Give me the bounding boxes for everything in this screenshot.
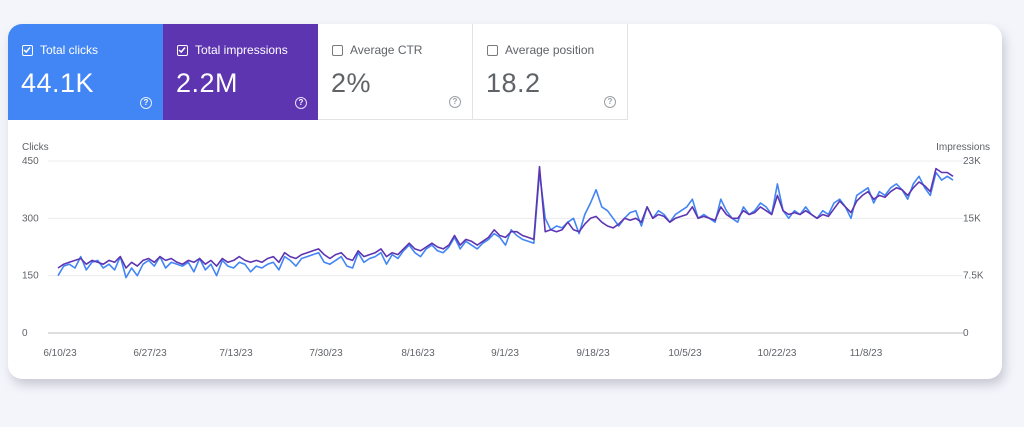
- checkbox-checked-icon[interactable]: [177, 45, 188, 56]
- right-tick-label: 7.5K: [963, 271, 984, 282]
- metric-average-ctr[interactable]: Average CTR 2% ?: [318, 24, 473, 120]
- checkbox-unchecked-icon[interactable]: [332, 45, 343, 56]
- help-icon[interactable]: ?: [449, 96, 461, 108]
- right-tick-label: 0: [963, 328, 969, 339]
- x-tick-label: 10/5/23: [668, 348, 702, 359]
- help-icon[interactable]: ?: [295, 97, 307, 109]
- metric-tabs: Total clicks 44.1K ? Total impressions 2…: [8, 24, 628, 120]
- series-line-total-impressions: [57, 165, 954, 269]
- metric-total-impressions[interactable]: Total impressions 2.2M ?: [163, 24, 318, 120]
- metric-label: Total clicks: [40, 43, 99, 57]
- right-axis-label: Impressions: [936, 142, 990, 153]
- metric-value: 44.1K: [21, 68, 95, 98]
- metric-label: Total impressions: [195, 43, 288, 57]
- performance-chart: Clicks Impressions 450 300 150 0 23K 15K 7.5K…: [22, 142, 990, 359]
- series-line-total-clicks: [57, 171, 954, 279]
- x-tick-label: 11/8/23: [850, 348, 883, 359]
- left-tick-label: 300: [22, 213, 39, 224]
- right-axis-ticks: 23K 15K 7.5K 0: [963, 156, 984, 339]
- x-tick-label: 6/10/23: [43, 348, 77, 359]
- series-lines: [57, 165, 954, 279]
- x-tick-label: 9/1/23: [491, 348, 519, 359]
- metric-value: 2.2M: [176, 68, 239, 98]
- metric-average-position[interactable]: Average position 18.2 ?: [473, 24, 628, 120]
- checkbox-unchecked-icon[interactable]: [487, 45, 498, 56]
- metric-total-clicks[interactable]: Total clicks 44.1K ?: [8, 24, 163, 120]
- left-tick-label: 450: [22, 156, 39, 167]
- x-tick-label: 10/22/23: [758, 348, 797, 359]
- left-tick-label: 0: [22, 328, 28, 339]
- x-tick-label: 8/16/23: [401, 348, 435, 359]
- x-tick-label: 6/27/23: [133, 348, 167, 359]
- x-tick-label: 7/30/23: [309, 348, 343, 359]
- help-icon[interactable]: ?: [140, 97, 152, 109]
- metric-value: 18.2: [486, 68, 541, 98]
- performance-card: Total clicks 44.1K ? Total impressions 2…: [8, 24, 1002, 379]
- metric-label: Average position: [505, 43, 595, 57]
- chart-grid: [48, 160, 963, 334]
- left-axis-label: Clicks: [22, 142, 49, 153]
- x-axis-ticks: 6/10/23 6/27/23 7/13/23 7/30/23 8/16/23 9/1/2…: [43, 348, 882, 359]
- metric-value: 2%: [331, 68, 372, 98]
- x-tick-label: 9/18/23: [576, 348, 610, 359]
- right-tick-label: 23K: [963, 156, 981, 167]
- left-tick-label: 150: [22, 271, 39, 282]
- right-tick-label: 15K: [963, 213, 981, 224]
- left-axis-ticks: 450 300 150 0: [22, 156, 39, 339]
- help-icon[interactable]: ?: [604, 96, 616, 108]
- metric-label: Average CTR: [350, 43, 423, 57]
- x-tick-label: 7/13/23: [219, 348, 253, 359]
- checkbox-checked-icon[interactable]: [22, 45, 33, 56]
